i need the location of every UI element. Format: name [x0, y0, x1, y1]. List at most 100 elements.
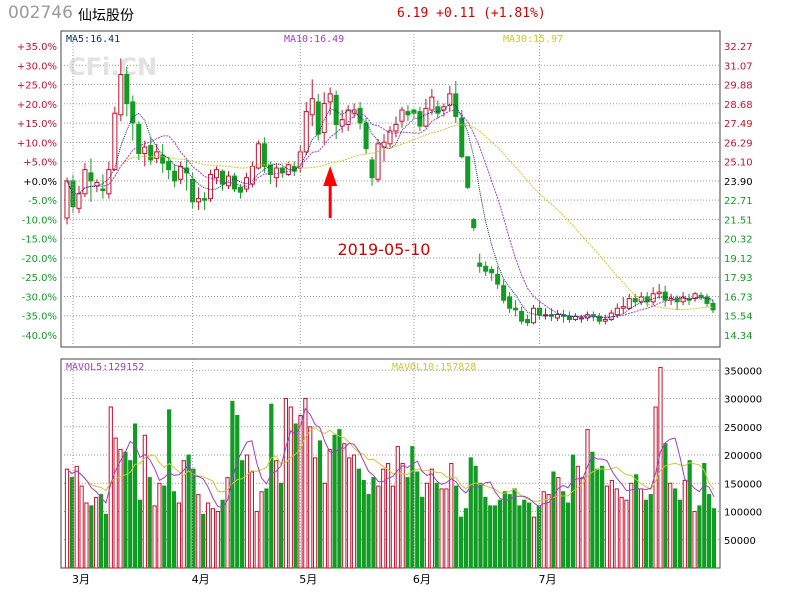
x-axis: 3月 4月 5月 6月 7月	[72, 573, 557, 586]
candle	[608, 309, 614, 322]
candle-body	[531, 307, 537, 324]
candle	[178, 161, 184, 185]
pct-tick-label: -35.0%	[22, 312, 57, 323]
volume-bar	[405, 477, 410, 569]
candle-body	[160, 154, 166, 164]
candle	[572, 313, 578, 322]
volume-bar	[264, 488, 269, 569]
candle	[196, 187, 202, 210]
volume-bar	[677, 499, 683, 569]
stock-name: 仙坛股份	[78, 8, 134, 24]
volume-bar	[361, 479, 366, 569]
candle-body	[106, 169, 112, 195]
candle-body	[219, 170, 226, 185]
candle	[339, 109, 345, 133]
candle-body	[602, 319, 608, 322]
candle	[219, 169, 226, 191]
volume-bar	[210, 508, 216, 569]
pct-tick-label: -30.0%	[22, 292, 57, 303]
pct-tick-label: -40.0%	[22, 331, 57, 342]
volume-bar	[317, 440, 323, 569]
candle-body	[483, 265, 489, 272]
candle	[321, 92, 327, 144]
volume-bar	[157, 482, 162, 569]
pct-tick-label: +15.0%	[17, 119, 57, 130]
price: 6.19	[397, 6, 429, 21]
candle-body	[333, 94, 339, 125]
volume-bar	[371, 477, 376, 569]
candle	[172, 164, 178, 188]
ma30-line	[66, 124, 713, 311]
candle-body	[375, 143, 381, 180]
candle	[656, 284, 662, 299]
candle-body	[363, 122, 369, 150]
mavol5-line	[66, 407, 715, 509]
price-tick-label: 21.51	[724, 215, 753, 226]
candle-body	[148, 144, 154, 161]
volume-bar	[454, 485, 459, 569]
volume-bar	[79, 485, 84, 569]
volume-bar	[103, 513, 109, 569]
candle	[381, 134, 387, 162]
candle-body	[632, 298, 638, 303]
volume-bar	[395, 446, 400, 569]
volume-bar	[342, 443, 347, 569]
candle	[214, 166, 220, 185]
volume-bar	[463, 508, 469, 569]
volume-bar	[687, 460, 692, 569]
volume-bar	[702, 463, 707, 569]
volume-bar	[551, 471, 556, 569]
candle	[112, 106, 118, 172]
price-tick-label: 27.49	[724, 119, 753, 130]
volume-bar	[527, 502, 532, 569]
volume-bar	[249, 471, 254, 569]
pct-tick-label: +30.0%	[17, 61, 57, 72]
volume-bar	[653, 406, 658, 569]
volume-tick-label: 350000	[724, 366, 762, 377]
candle	[477, 253, 483, 273]
volume-bar	[278, 482, 284, 569]
candle	[531, 305, 537, 325]
volume-bar	[235, 414, 240, 569]
candle-body	[142, 146, 148, 155]
candle-body	[231, 175, 238, 190]
volume-tick-label: 250000	[724, 423, 762, 434]
volume-bar	[522, 499, 527, 569]
candle	[554, 309, 561, 322]
volume-bar	[366, 494, 371, 569]
candle	[513, 300, 519, 317]
volume-bar	[439, 488, 444, 569]
volume-bar	[225, 477, 230, 569]
mavol10-legend: MAVOL10:157828	[392, 362, 476, 373]
volume-bar	[162, 485, 167, 569]
candle	[303, 101, 309, 156]
candle	[279, 166, 285, 178]
volume-bar	[123, 451, 128, 569]
volume-bar	[629, 482, 634, 569]
candle	[357, 101, 363, 130]
candle-body	[327, 93, 333, 103]
month-label: 6月	[413, 573, 431, 586]
candle-body	[345, 109, 351, 125]
candle	[88, 158, 94, 202]
candle	[202, 192, 208, 210]
candle	[297, 145, 303, 173]
candle	[638, 292, 644, 306]
candle	[363, 118, 369, 154]
mavol5-legend: MAVOL5:129152	[66, 362, 144, 373]
candle-body	[309, 98, 315, 116]
candle-body	[554, 314, 561, 319]
volume-bar	[108, 406, 113, 569]
candle-body	[542, 314, 549, 317]
volume-bar	[634, 474, 639, 569]
volume-bar	[497, 499, 503, 569]
volume-bar	[181, 460, 186, 569]
candle-body	[387, 130, 393, 145]
volume-bar	[604, 485, 610, 569]
candle-body	[477, 262, 483, 267]
volume-bar	[142, 434, 147, 569]
volume-bar	[215, 511, 220, 569]
volume-bar	[697, 505, 702, 569]
volume-bar	[308, 426, 313, 569]
volume-bar	[274, 460, 279, 569]
